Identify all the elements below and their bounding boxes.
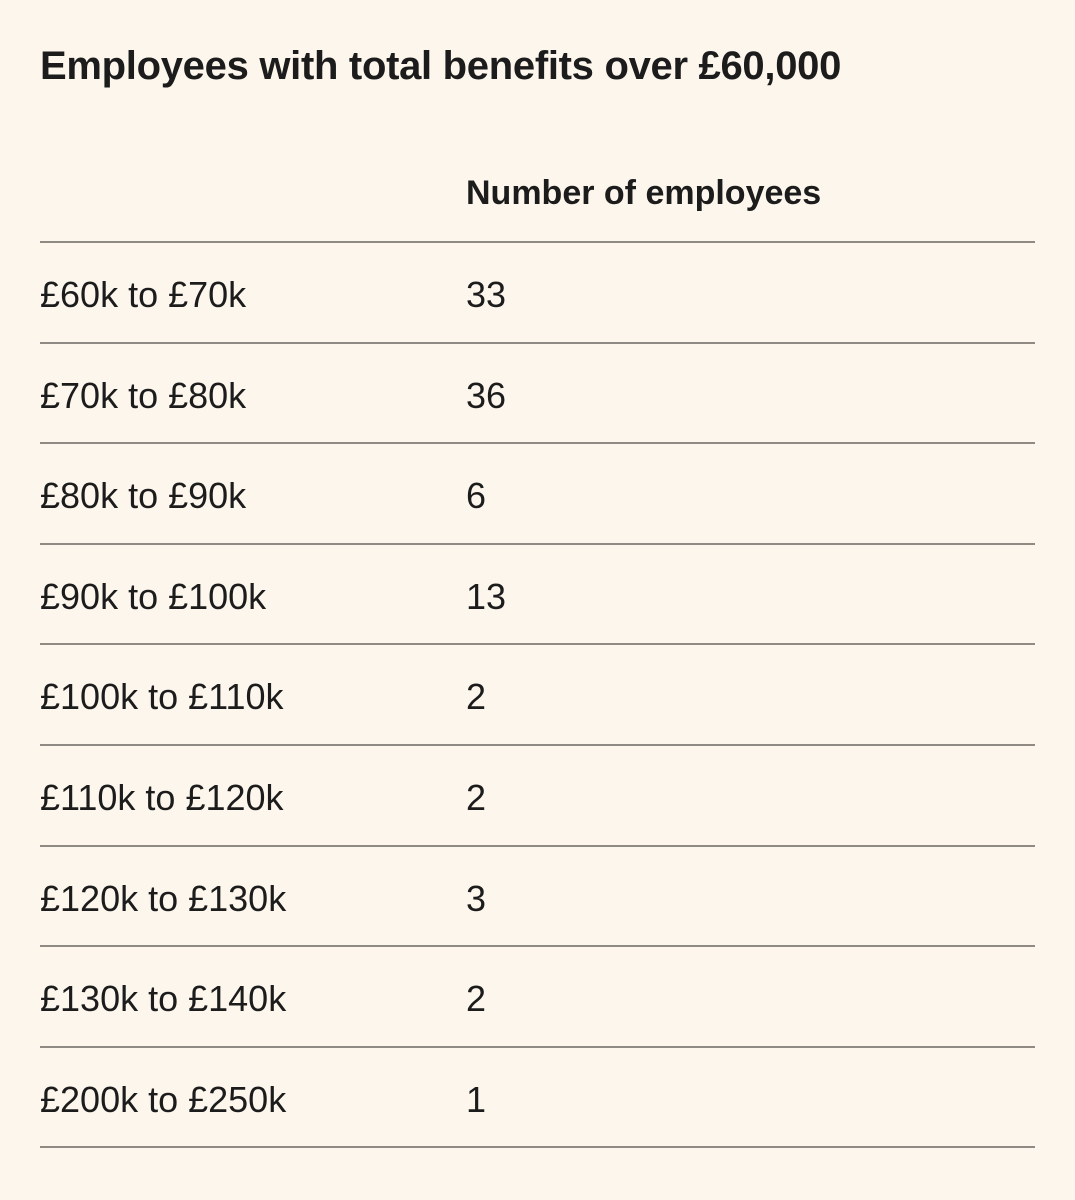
band-cell: £80k to £90k	[40, 475, 247, 517]
table-row: £80k to £90k 6	[40, 444, 1035, 545]
band-cell: £110k to £120k	[40, 776, 284, 818]
count-cell: 13	[466, 575, 507, 617]
table-row: £100k to £110k 2	[40, 645, 1035, 746]
count-cell: 2	[466, 776, 487, 818]
band-cell: £130k to £140k	[40, 978, 287, 1020]
table-row: £200k to £250k 1	[40, 1048, 1035, 1149]
table-row: £60k to £70k 33	[40, 243, 1035, 344]
count-cell: 2	[466, 978, 487, 1020]
band-cell: £120k to £130k	[40, 877, 287, 919]
count-cell: 1	[466, 1078, 487, 1120]
table-row: £130k to £140k 2	[40, 947, 1035, 1048]
benefits-table: Number of employees £60k to £70k 33 £70k…	[40, 144, 1035, 1149]
table-row: £70k to £80k 36	[40, 344, 1035, 445]
count-cell: 3	[466, 877, 487, 919]
band-cell: £90k to £100k	[40, 575, 267, 617]
band-cell: £100k to £110k	[40, 676, 284, 718]
band-cell: £200k to £250k	[40, 1078, 287, 1120]
column-header-number-of-employees: Number of employees	[466, 174, 822, 212]
table-row: £90k to £100k 13	[40, 545, 1035, 646]
page-title: Employees with total benefits over £60,0…	[40, 44, 842, 88]
table-header-row: Number of employees	[40, 144, 1035, 243]
table-row: £120k to £130k 3	[40, 847, 1035, 948]
count-cell: 2	[466, 676, 487, 718]
band-cell: £70k to £80k	[40, 374, 247, 416]
count-cell: 6	[466, 475, 487, 517]
count-cell: 36	[466, 374, 507, 416]
count-cell: 33	[466, 274, 507, 315]
band-cell: £60k to £70k	[40, 274, 247, 315]
table-row: £110k to £120k 2	[40, 746, 1035, 847]
